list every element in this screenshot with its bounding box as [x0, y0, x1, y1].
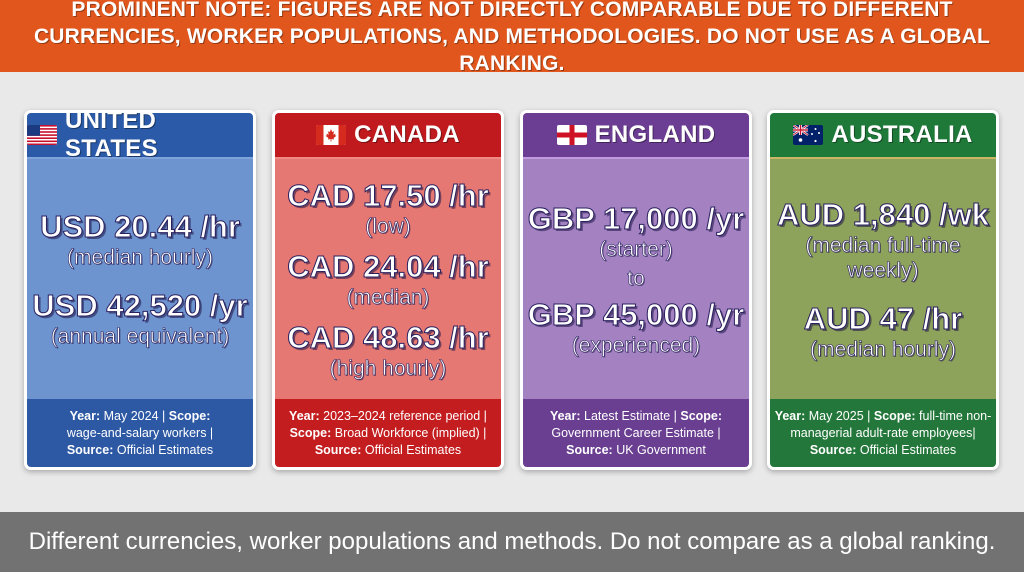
australia-flag-icon — [793, 125, 824, 145]
bottom-disclaimer-banner: Different currencies, worker populations… — [0, 512, 1024, 572]
wage-note: (low) — [365, 214, 411, 238]
scope-value: Government Career Estimate — [551, 425, 714, 440]
wage-value: GBP 45,000 /yr — [527, 296, 745, 332]
wage-value: GBP 17,000 /yr — [527, 200, 745, 236]
wage-value: AUD 1,840 /wk — [777, 196, 990, 232]
year-label: Year: — [774, 408, 806, 423]
source-label: Source: — [566, 442, 613, 457]
scope-value: Broad Workforce (implied) — [334, 425, 480, 440]
card-header: ENGLAND — [523, 113, 749, 159]
card-header: UNITED STATES — [27, 113, 253, 162]
top-warning-text: PROMINENT NOTE: FIGURES ARE NOT DIRECTLY… — [33, 0, 991, 75]
card-title: UNITED STATES — [65, 110, 158, 162]
wage-value: CAD 24.04 /hr — [287, 248, 490, 284]
source-value: Official Estimates — [859, 442, 957, 457]
wage-note: (median hourly) — [67, 246, 214, 270]
source-label: Source: — [66, 442, 114, 457]
wage-value: CAD 48.63 /hr — [287, 319, 490, 355]
card-header: CANADA — [275, 113, 501, 159]
source-label: Source: — [314, 442, 362, 457]
card-body: AUD 1,840 /wk (median full-time weekly) … — [770, 159, 996, 399]
card-canada: CANADA CAD 17.50 /hr (low) CAD 24.04 /hr… — [272, 110, 504, 470]
wage-note: (experienced) — [571, 333, 701, 357]
wage-note: (starter) — [599, 237, 673, 261]
wage-note: (median) — [346, 285, 430, 309]
scope-label: Scope: — [873, 408, 916, 423]
scope-label: Scope: — [680, 408, 723, 423]
card-australia: AUSTRALIA AUD 1,840 /wk (median full-tim… — [767, 110, 999, 470]
source-value: Official Estimates — [364, 442, 462, 457]
year-label: Year: — [549, 408, 581, 423]
canada-flag-icon — [316, 125, 347, 145]
wage-value: USD 20.44 /hr — [40, 209, 241, 245]
year-value: Latest Estimate — [584, 408, 671, 423]
card-body: GBP 17,000 /yr (starter) to GBP 45,000 /… — [523, 159, 749, 399]
range-connector: to — [627, 266, 645, 290]
source-value: Official Estimates — [116, 442, 214, 457]
year-label: Year: — [69, 408, 101, 423]
us-flag-icon — [27, 125, 57, 145]
card-body: CAD 17.50 /hr (low) CAD 24.04 /hr (media… — [275, 159, 501, 399]
wage-value: CAD 17.50 /hr — [287, 177, 490, 213]
card-body: USD 20.44 /hr (median hourly) USD 42,520… — [27, 159, 253, 399]
year-value: 2023–2024 reference period — [323, 408, 481, 423]
wage-note: (median hourly) — [810, 337, 957, 361]
source-value: UK Government — [616, 442, 706, 457]
card-england: ENGLAND GBP 17,000 /yr (starter) to GBP … — [520, 110, 752, 470]
england-flag-icon — [556, 125, 587, 145]
card-title: AUSTRALIA — [831, 121, 973, 148]
card-title: ENGLAND — [594, 121, 716, 148]
scope-label: Scope: — [289, 425, 332, 440]
card-footer: Year: May 2024 | Scope: wage-and-salary … — [27, 399, 253, 467]
card-header: AUSTRALIA — [770, 113, 996, 159]
year-label: Year: — [289, 408, 320, 423]
wage-value: USD 42,520 /yr — [32, 288, 248, 324]
card-title: CANADA — [354, 121, 460, 148]
year-value: May 2025 — [808, 408, 864, 423]
card-footer: Year: May 2025 | Scope: full-time non-ma… — [770, 399, 996, 467]
scope-value: full-time non-managerial adult-rate empl… — [790, 408, 992, 440]
wage-note: (median full-time weekly) — [805, 233, 961, 282]
source-label: Source: — [809, 442, 857, 457]
top-warning-banner: PROMINENT NOTE: FIGURES ARE NOT DIRECTLY… — [0, 0, 1024, 75]
scope-value: wage-and-salary workers — [66, 425, 207, 440]
wage-note: (annual equivalent) — [50, 325, 230, 349]
scope-label: Scope: — [168, 408, 211, 423]
card-united-states: UNITED STATES USD 20.44 /hr (median hour… — [24, 110, 256, 470]
wage-note: (high hourly) — [329, 356, 447, 380]
card-footer: Year: Latest Estimate | Scope: Governmen… — [523, 399, 749, 467]
card-footer: Year: 2023–2024 reference period | Scope… — [275, 399, 501, 467]
wage-value: AUD 47 /hr — [803, 300, 963, 336]
year-value: May 2024 — [103, 408, 159, 423]
bottom-disclaimer-text: Different currencies, worker populations… — [28, 528, 996, 555]
